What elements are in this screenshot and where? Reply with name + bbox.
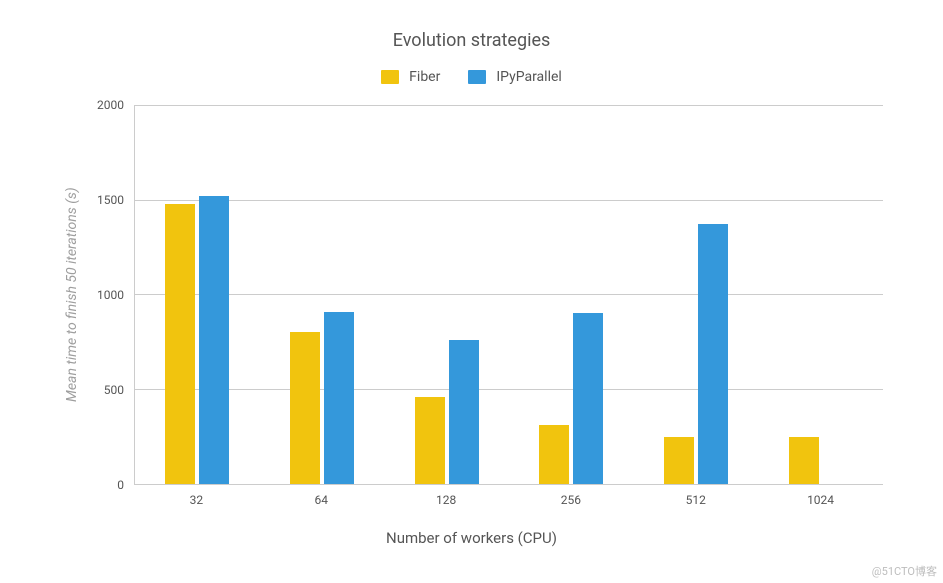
x-axis-ticks: 32641282565121024 bbox=[134, 485, 883, 507]
bar-group bbox=[758, 105, 883, 484]
plot-area bbox=[134, 105, 883, 485]
chart-title: Evolution strategies bbox=[40, 30, 903, 51]
legend-swatch-ipyparallel bbox=[468, 70, 486, 84]
bar bbox=[165, 204, 195, 484]
bar bbox=[573, 313, 603, 484]
bar bbox=[789, 437, 819, 484]
bars-layer bbox=[135, 105, 883, 484]
x-tick: 512 bbox=[633, 485, 758, 507]
bar bbox=[415, 397, 445, 484]
legend-label-fiber: Fiber bbox=[409, 69, 440, 85]
x-axis-label: Number of workers (CPU) bbox=[40, 529, 903, 547]
bar-group bbox=[634, 105, 759, 484]
watermark: @51CTO博客 bbox=[872, 563, 937, 579]
legend-swatch-fiber bbox=[381, 70, 399, 84]
x-tick: 64 bbox=[259, 485, 384, 507]
chart-container: Evolution strategies Fiber IPyParallel M… bbox=[0, 0, 943, 583]
bar bbox=[449, 340, 479, 484]
legend-label-ipyparallel: IPyParallel bbox=[496, 69, 561, 85]
bar bbox=[290, 332, 320, 484]
chart-body: Mean time to finish 50 iterations (s) 20… bbox=[60, 105, 883, 485]
bar-group bbox=[260, 105, 385, 484]
y-axis-label: Mean time to finish 50 iterations (s) bbox=[60, 105, 84, 485]
bar bbox=[664, 437, 694, 484]
y-axis-ticks: 2000 1500 1000 500 0 bbox=[84, 105, 134, 485]
bar bbox=[539, 425, 569, 484]
x-tick: 1024 bbox=[758, 485, 883, 507]
x-tick: 256 bbox=[508, 485, 633, 507]
bar-group bbox=[135, 105, 260, 484]
bar bbox=[324, 312, 354, 484]
bar-group bbox=[509, 105, 634, 484]
x-tick: 32 bbox=[134, 485, 259, 507]
x-tick: 128 bbox=[384, 485, 509, 507]
bar-group bbox=[384, 105, 509, 484]
legend-item-fiber: Fiber bbox=[381, 69, 440, 85]
legend: Fiber IPyParallel bbox=[40, 69, 903, 85]
bar bbox=[199, 196, 229, 484]
bar bbox=[698, 224, 728, 484]
legend-item-ipyparallel: IPyParallel bbox=[468, 69, 561, 85]
